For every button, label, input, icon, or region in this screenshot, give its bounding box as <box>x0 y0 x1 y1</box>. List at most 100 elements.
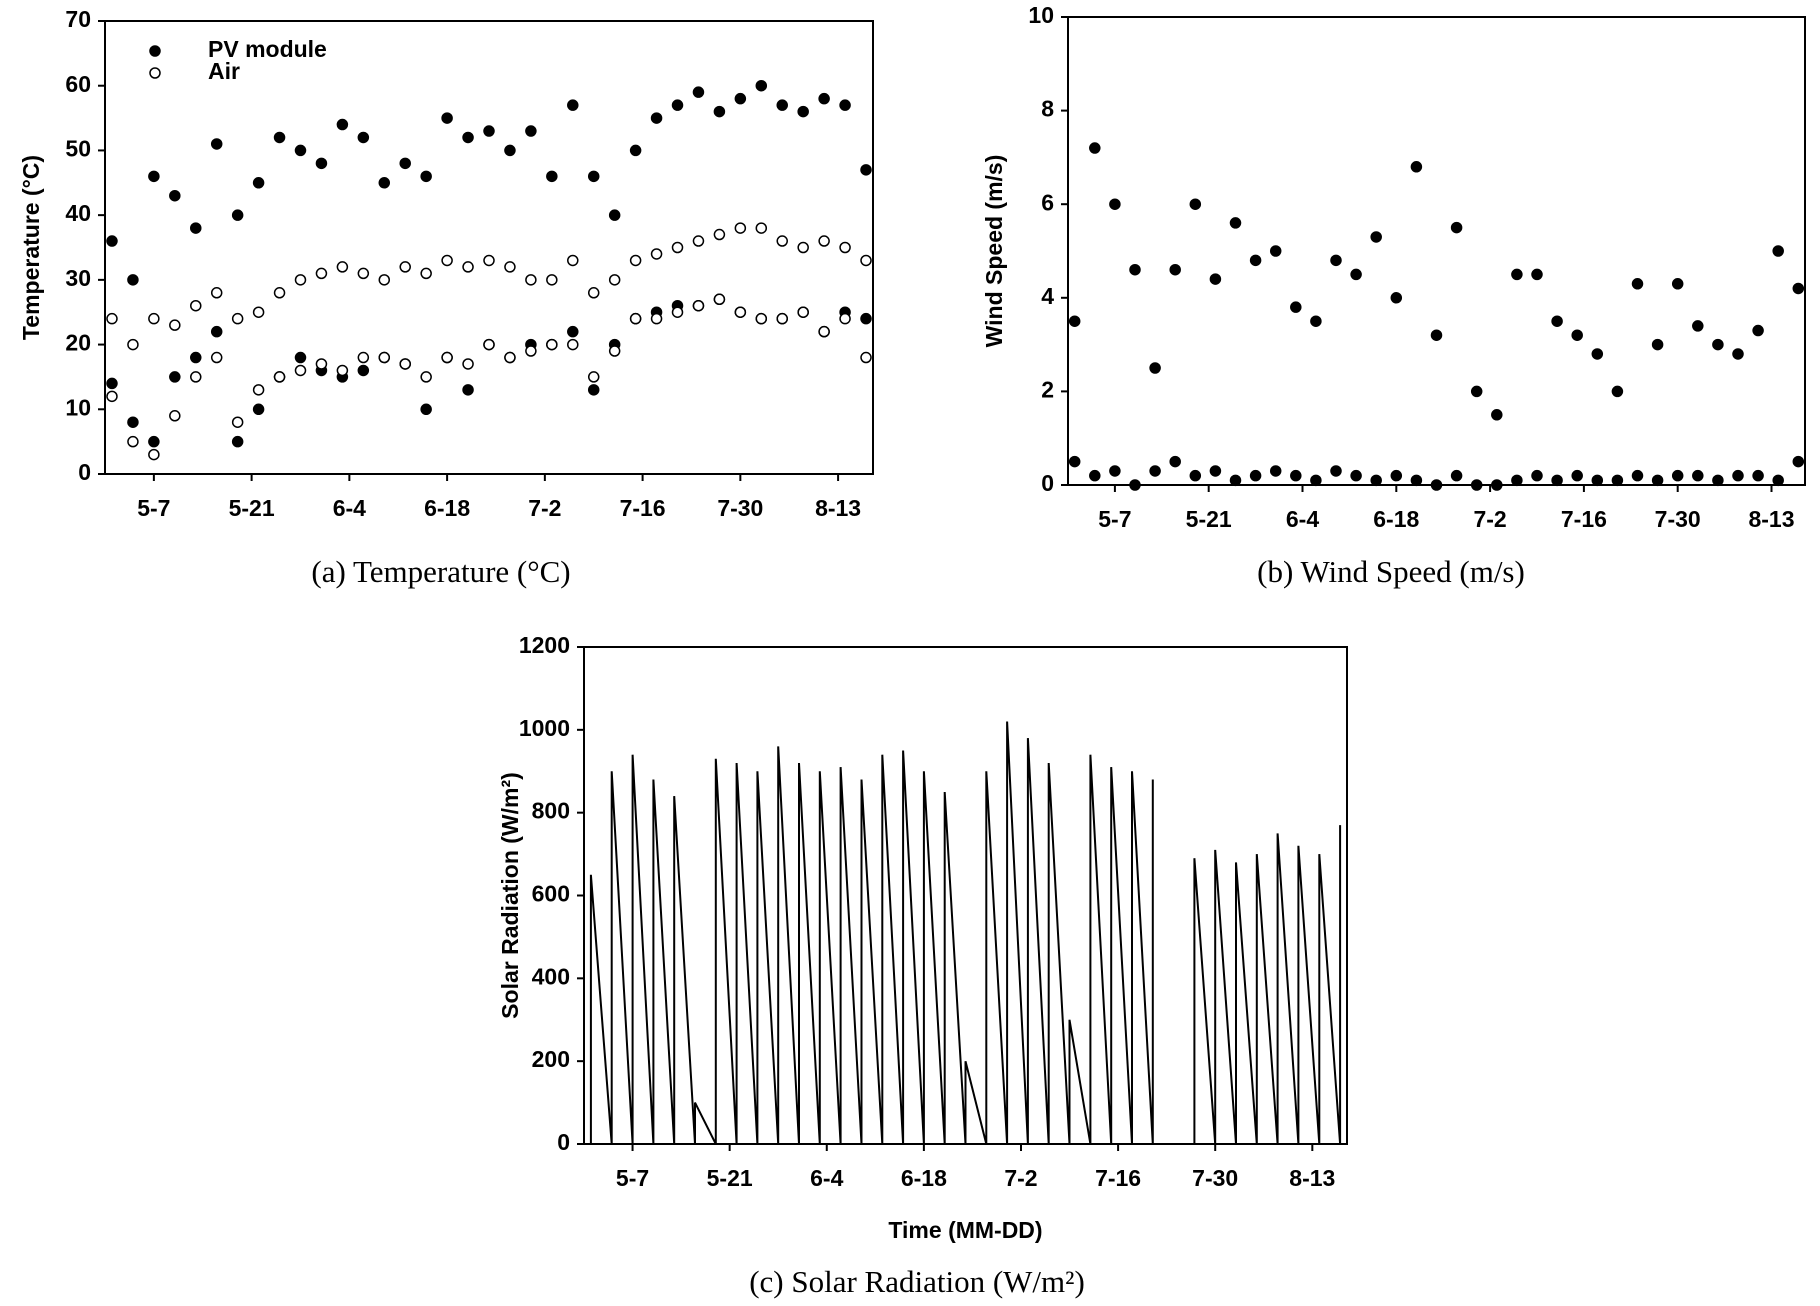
data-point <box>839 241 851 254</box>
data-point <box>1732 469 1744 482</box>
data-point <box>1350 268 1362 281</box>
data-point <box>629 144 642 157</box>
data-point <box>420 371 432 383</box>
data-point <box>671 306 684 318</box>
data-point <box>399 157 411 170</box>
data-point <box>755 312 768 325</box>
data-point <box>315 267 328 280</box>
data-point <box>127 416 139 428</box>
data-point <box>106 312 118 325</box>
y-tick-label: 0 <box>1041 470 1054 496</box>
data-point <box>587 287 600 299</box>
data-point <box>671 241 684 254</box>
data-point <box>734 92 747 105</box>
data-point <box>1249 469 1262 482</box>
data-point <box>231 209 244 221</box>
data-point <box>1109 465 1121 477</box>
data-point <box>818 235 830 247</box>
data-point <box>1651 338 1664 351</box>
data-point <box>1571 329 1583 341</box>
data-point <box>567 99 579 111</box>
data-point <box>1551 315 1563 327</box>
data-point <box>692 299 705 312</box>
data-point <box>294 144 307 157</box>
data-point <box>294 351 307 364</box>
x-tick-label: 6-4 <box>1286 506 1319 532</box>
y-tick-label: 0 <box>557 1129 570 1155</box>
data-point <box>190 371 202 383</box>
data-point <box>1350 469 1362 482</box>
data-point <box>1410 474 1423 487</box>
data-point <box>860 351 872 364</box>
legend-label: PV module <box>208 36 327 62</box>
x-tick-label: 6-4 <box>333 495 366 521</box>
data-point <box>1491 479 1503 491</box>
data-point <box>1129 479 1141 491</box>
data-point <box>462 261 474 273</box>
data-point <box>1591 348 1604 360</box>
data-point <box>231 416 244 428</box>
data-point <box>252 306 265 318</box>
data-point <box>1209 465 1222 477</box>
caption: (a) Temperature (°C) <box>311 554 570 589</box>
data-point <box>1189 469 1202 482</box>
data-point <box>713 228 726 241</box>
caption: (b) Wind Speed (m/s) <box>1257 554 1525 589</box>
data-line <box>589 721 1342 1145</box>
data-point <box>127 274 139 286</box>
data-point <box>336 118 349 131</box>
data-point <box>1269 465 1282 477</box>
data-point <box>1671 278 1684 290</box>
data-point <box>1068 455 1081 468</box>
data-point <box>169 410 181 422</box>
data-point <box>357 267 370 280</box>
data-point <box>650 312 663 325</box>
data-point <box>1290 469 1302 482</box>
data-point <box>169 371 181 383</box>
y-tick-label: 6 <box>1041 189 1054 215</box>
data-point <box>252 403 265 416</box>
legend-label: Air <box>208 58 240 84</box>
data-point <box>315 358 328 370</box>
data-point <box>190 299 202 312</box>
data-point <box>1470 479 1483 491</box>
data-point <box>169 319 181 331</box>
x-tick-label: 5-21 <box>707 1165 753 1191</box>
data-point <box>294 274 307 286</box>
data-point <box>1551 474 1563 487</box>
data-point <box>190 351 202 364</box>
data-point <box>608 209 621 221</box>
data-point <box>567 338 579 351</box>
data-point <box>1330 465 1342 477</box>
data-point <box>692 86 705 98</box>
data-point <box>1149 465 1161 477</box>
y-tick-label: 2 <box>1041 376 1054 402</box>
data-point <box>1511 474 1523 487</box>
data-point <box>1269 245 1282 257</box>
y-tick-label: 70 <box>65 6 91 32</box>
data-point <box>357 131 370 144</box>
y-tick-label: 40 <box>65 200 91 226</box>
data-point <box>860 254 872 267</box>
data-point <box>483 125 495 137</box>
data-point <box>483 338 495 351</box>
plot-frame <box>104 20 874 475</box>
data-point <box>1370 474 1382 487</box>
data-point <box>1089 469 1101 482</box>
data-point <box>252 177 265 189</box>
data-point <box>1390 292 1403 304</box>
data-point <box>378 177 391 189</box>
data-point <box>1692 469 1704 482</box>
data-point <box>106 390 118 403</box>
data-point <box>1631 278 1644 290</box>
x-tick-label: 6-18 <box>424 495 470 521</box>
x-tick-label: 7-16 <box>1095 1165 1141 1191</box>
data-point <box>127 338 139 351</box>
data-point <box>818 92 830 105</box>
x-tick-label: 7-30 <box>1655 506 1701 532</box>
data-point <box>1692 320 1704 332</box>
data-point <box>127 435 139 448</box>
x-tick-label: 6-4 <box>810 1165 843 1191</box>
data-point <box>650 248 663 260</box>
